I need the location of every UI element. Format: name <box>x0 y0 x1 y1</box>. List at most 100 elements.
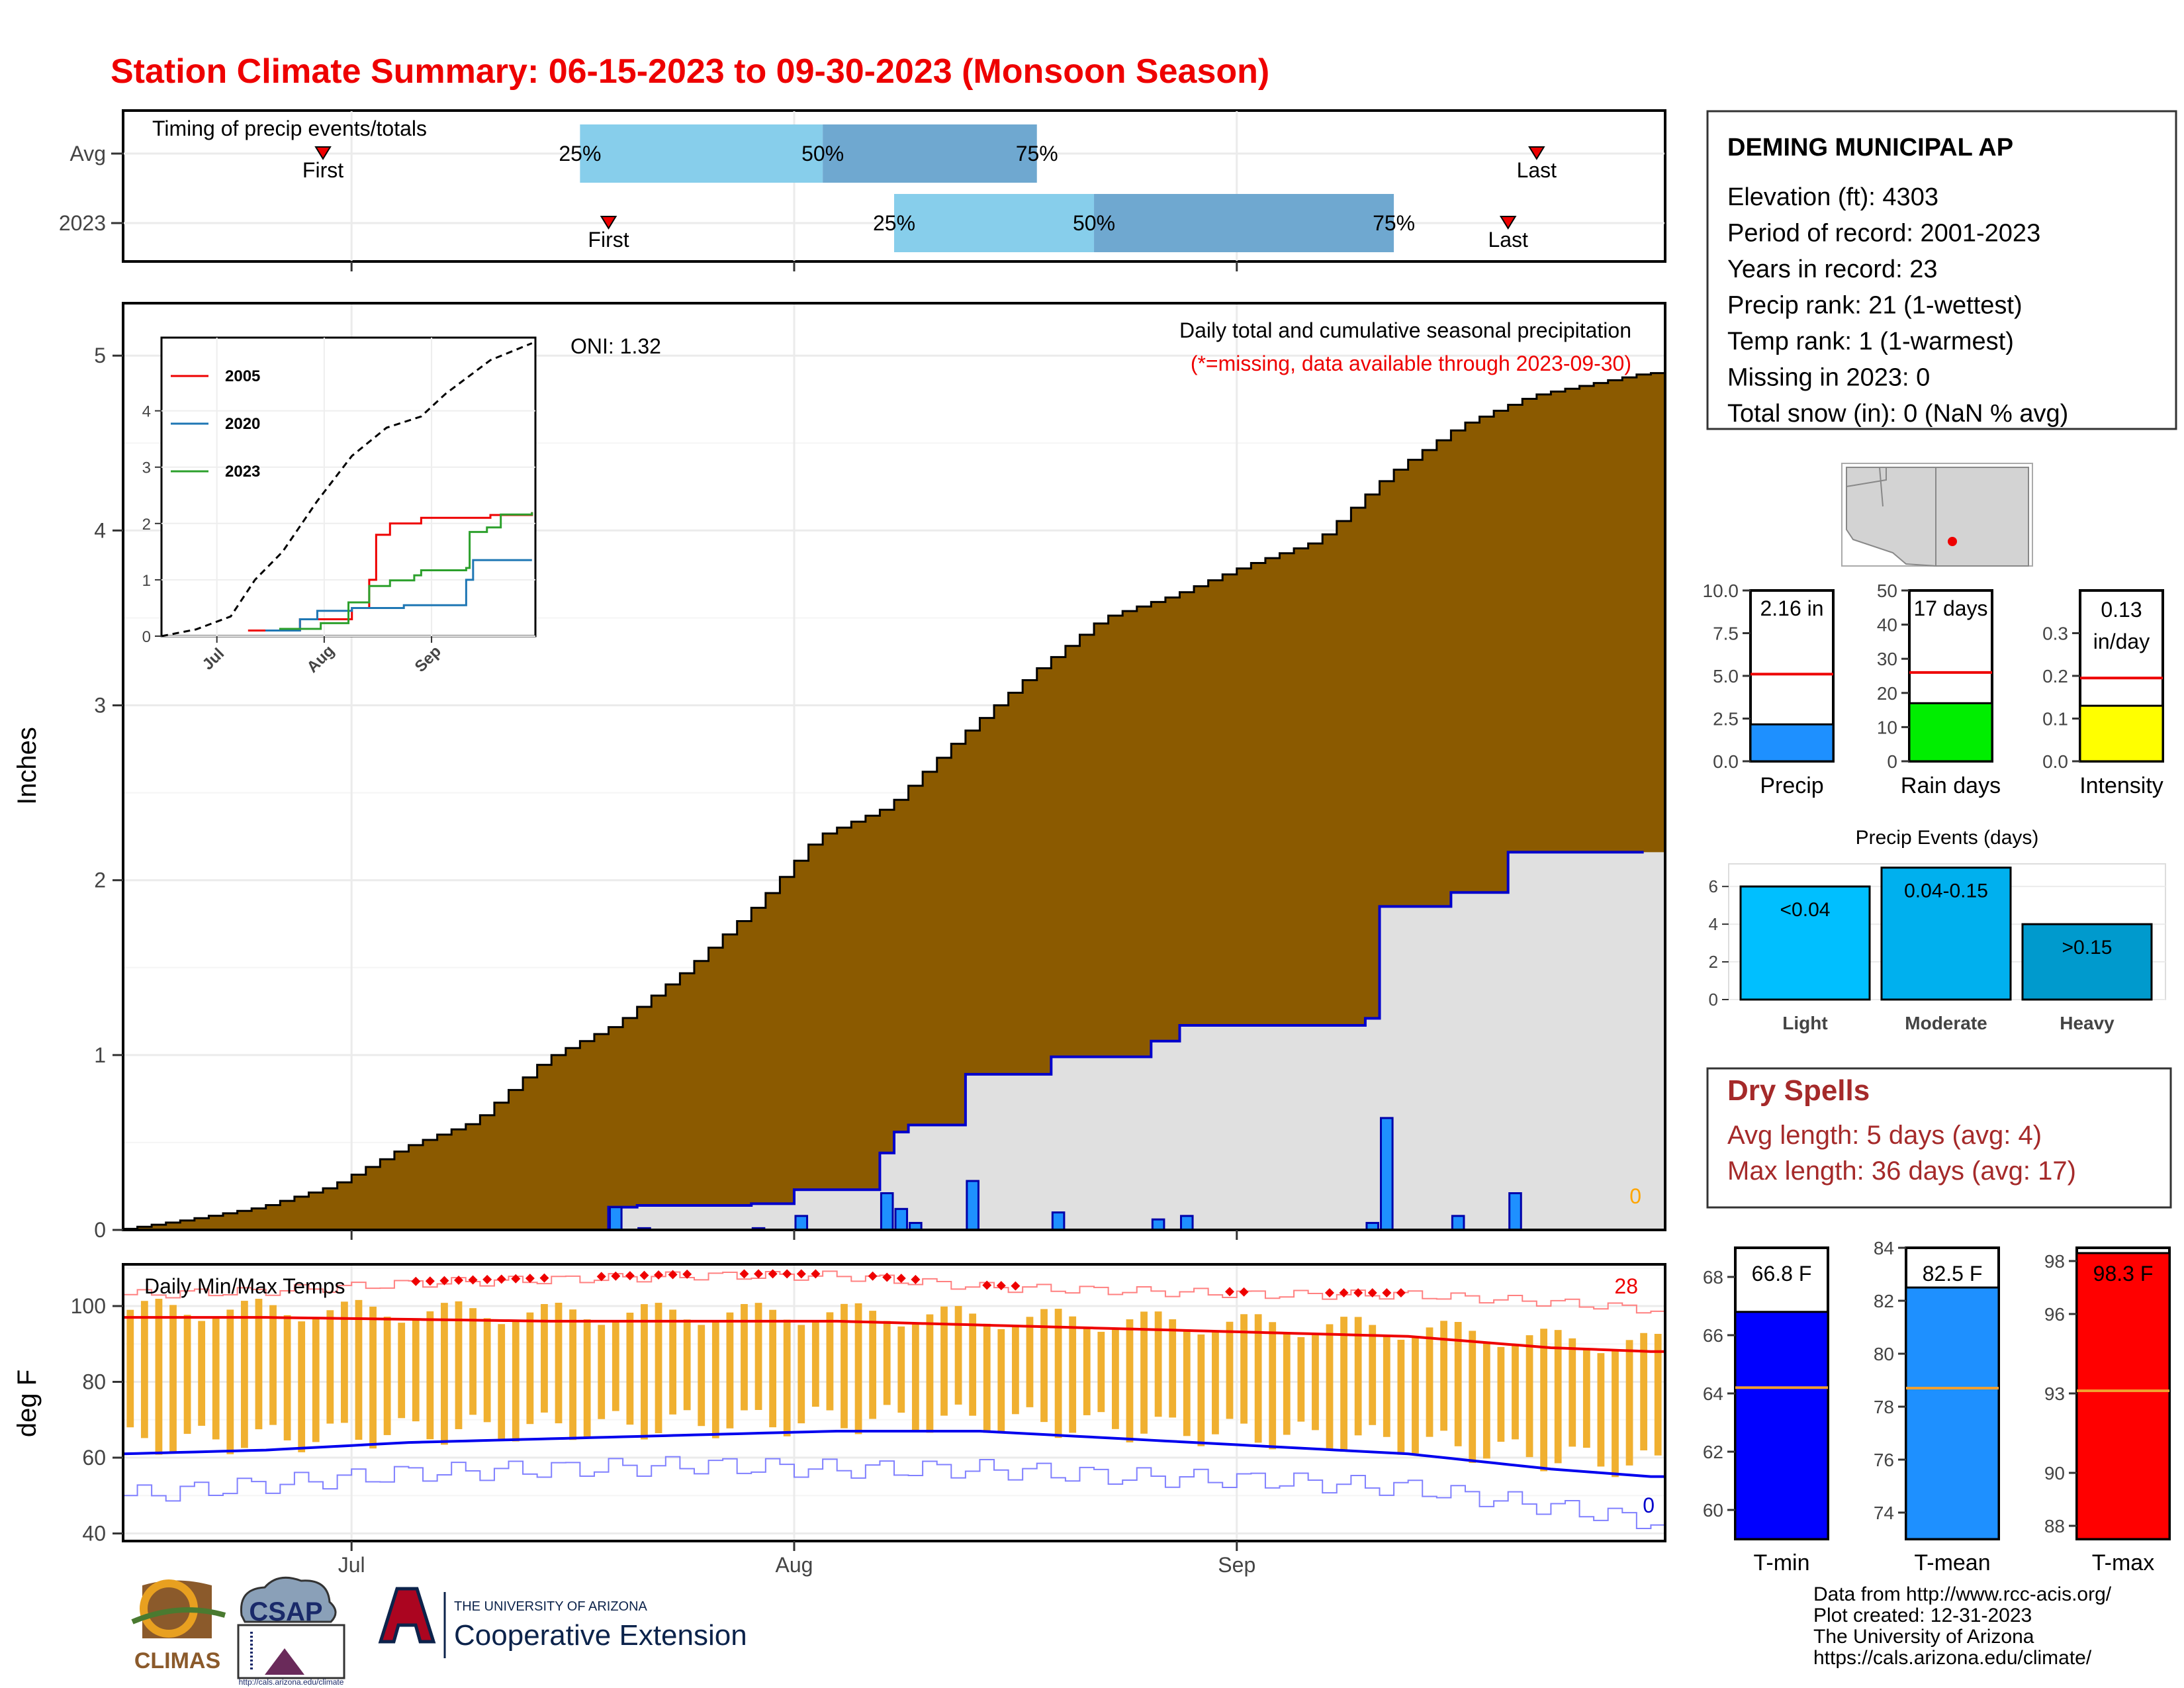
temp-label: Daily Min/Max Temps <box>144 1274 345 1298</box>
mini-bar-tick-label: 0.2 <box>2042 666 2068 686</box>
timing-last-label: Last <box>1517 158 1557 182</box>
daily-temp-bar <box>1040 1309 1048 1423</box>
daily-temp-bar <box>783 1319 791 1436</box>
inset-ytick-label: 0 <box>142 628 151 646</box>
mini-bar-tick-label: 0.0 <box>1713 751 1739 772</box>
timing-q-label: 75% <box>1373 211 1415 235</box>
daily-temp-bar <box>698 1325 705 1427</box>
record-high-marker <box>868 1271 878 1281</box>
precip-label-line2: (*=missing, data available through 2023-… <box>1191 352 1631 375</box>
record-high-marker <box>1367 1288 1377 1297</box>
daily-temp-bar <box>412 1320 420 1422</box>
daily-temp-bar <box>1540 1329 1548 1472</box>
new-mexico-shape <box>1935 467 2029 567</box>
record-high-line <box>123 1270 1665 1314</box>
month-tick-label: Sep <box>1218 1553 1255 1577</box>
temp-bar-tick-label: 78 <box>1874 1397 1894 1417</box>
footer-line: Data from http://www.rcc-acis.org/ <box>1813 1583 2112 1605</box>
record-high-marker <box>425 1276 435 1286</box>
record-high-marker <box>1325 1288 1335 1297</box>
temp-panel: Daily Min/Max Temps 28 0 deg F 40 60 80 100… <box>13 1263 1666 1577</box>
climas-logo-text: CLIMAS <box>134 1648 220 1673</box>
daily-temp-bar <box>383 1317 391 1435</box>
avg-cumulative-precip-area <box>122 372 1666 1231</box>
daily-temp-bar <box>441 1303 448 1445</box>
daily-temp-bar <box>569 1309 576 1440</box>
temp-bar-tick-label: 68 <box>1703 1267 1723 1288</box>
daily-temp-bar <box>1069 1316 1077 1433</box>
temp-bar-label: T-mean <box>1914 1550 1990 1575</box>
inset-legend-label: 2023 <box>225 463 260 481</box>
mini-bar-tick-label: 20 <box>1877 683 1897 704</box>
temp-bar-tick-label: 82 <box>1874 1291 1894 1311</box>
precip-ytick-label: 3 <box>94 694 106 718</box>
record-high-marker <box>1353 1288 1363 1297</box>
record-high-marker <box>525 1274 535 1284</box>
events-bar-1 <box>1880 867 2012 1001</box>
daily-temp-bar <box>341 1301 348 1423</box>
daily-temp-bar <box>1482 1341 1490 1459</box>
precip-missing-count: 0 <box>1629 1184 1641 1208</box>
station-info-line: Years in record: 23 <box>1727 256 1938 283</box>
daily-temp-bar <box>954 1305 962 1405</box>
daily-precip-bar <box>794 1215 809 1231</box>
timing-first-label: First <box>588 228 629 252</box>
daily-temp-bar <box>1011 1326 1019 1415</box>
dry-spells-avg: Avg length: 5 days (avg: 4) <box>1727 1121 2042 1150</box>
timing-q-label: 25% <box>873 211 915 235</box>
daily-temp-bar <box>741 1303 748 1411</box>
mini-bar-label: Precip <box>1760 773 1823 798</box>
record-high-marker <box>1011 1281 1021 1291</box>
daily-temp-bar <box>312 1319 320 1442</box>
record-high-marker <box>739 1269 749 1279</box>
footer-credits: Data from http://www.rcc-acis.org/Plot c… <box>1813 1583 2112 1669</box>
timing-q-label: 50% <box>801 142 844 165</box>
mini-bar-label: Intensity <box>2079 773 2163 798</box>
timing-q50-q75-bar-0 <box>823 124 1037 183</box>
daily-temp-bar <box>183 1315 191 1434</box>
daily-temp-bar <box>1569 1338 1576 1447</box>
daily-precip-bar <box>1380 1117 1394 1231</box>
daily-temp-bar <box>483 1318 491 1423</box>
ua-bottom-text: Cooperative Extension <box>454 1619 747 1652</box>
daily-temp-bar <box>240 1301 248 1448</box>
record-low-line <box>123 1456 1665 1530</box>
daily-temp-bar <box>469 1308 477 1415</box>
temp-ytick-label: 80 <box>82 1370 106 1394</box>
daily-temp-bar <box>1112 1328 1119 1429</box>
timing-last-marker <box>1528 146 1545 160</box>
temp-bar-tick-label: 64 <box>1703 1383 1723 1404</box>
station-name: DEMING MUNICIPAL AP <box>1727 134 2013 162</box>
mini-bar-tick-label: 5.0 <box>1713 666 1739 686</box>
station-info-box: DEMING MUNICIPAL AP Elevation (ft): 4303… <box>1706 110 2177 430</box>
timing-q50-q75-bar-1 <box>1094 194 1394 252</box>
mini-bar-value-1 <box>1908 702 1993 763</box>
temp-bar-tick-label: 98 <box>2044 1251 2065 1272</box>
record-high-marker <box>453 1276 463 1286</box>
events-title: Precip Events (days) <box>1856 827 2039 849</box>
daily-temp-bar <box>897 1326 905 1413</box>
mini-bar-tick-label: 10.0 <box>1703 581 1739 601</box>
record-high-marker <box>482 1274 492 1284</box>
mini-bar-tick-label: 40 <box>1877 615 1897 635</box>
precip-ytick-label: 1 <box>94 1043 106 1067</box>
temp-bar-value-text: 66.8 F <box>1752 1262 1812 1286</box>
events-bar-2 <box>2021 923 2153 1001</box>
daily-precip-bar <box>1451 1215 1465 1231</box>
temp-bar-label: T-min <box>1754 1550 1810 1575</box>
daily-temp-bar <box>398 1323 406 1419</box>
page-title: Station Climate Summary: 06-15-2023 to 0… <box>111 52 1269 91</box>
daily-temp-bar <box>1512 1343 1519 1440</box>
daily-temp-bar <box>826 1312 834 1411</box>
daily-temp-bar <box>1612 1349 1619 1477</box>
daily-temp-bar <box>1397 1339 1405 1455</box>
timing-q25-q50-bar-0 <box>580 124 823 183</box>
logos: CLIMAS CSAP http://cals.arizona.edu/clim… <box>131 1576 747 1687</box>
daily-temp-bar <box>212 1318 220 1440</box>
dry-spells-title: Dry Spells <box>1727 1074 1870 1107</box>
avg-tmax-line <box>123 1316 1665 1353</box>
record-high-marker <box>625 1271 635 1281</box>
month-tick-label: Jul <box>338 1553 365 1577</box>
events-bar-0 <box>1739 885 1871 1001</box>
precip-ylabel: Inches <box>13 727 42 805</box>
